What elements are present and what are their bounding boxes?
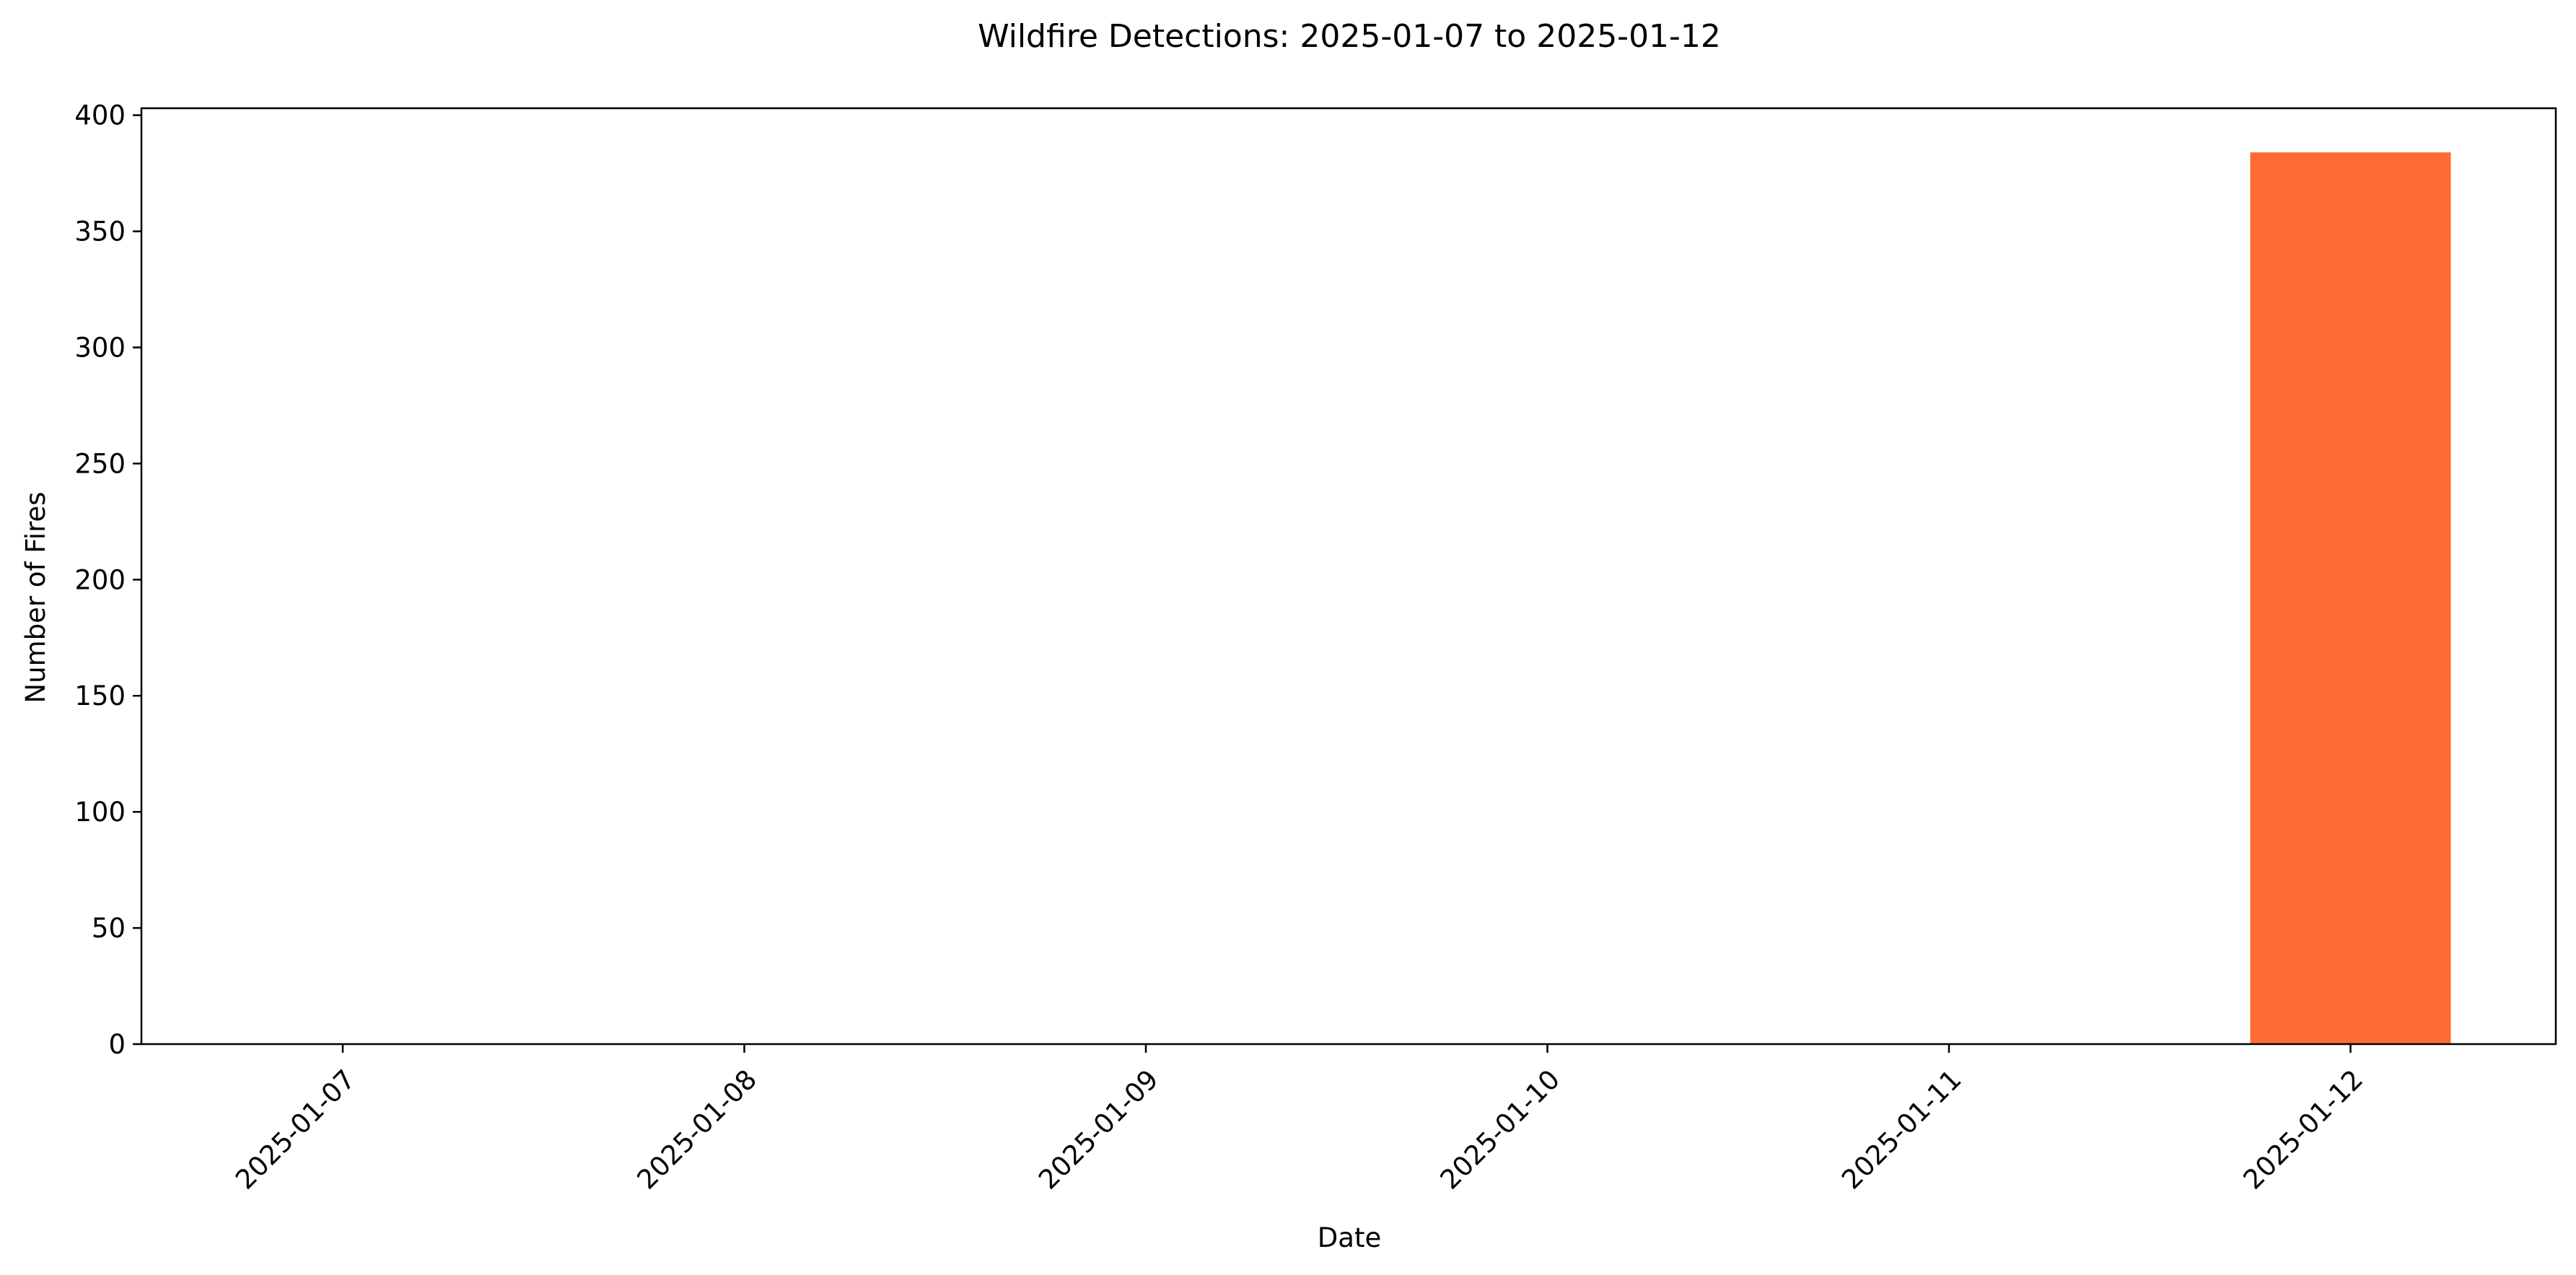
y-tick-label-150: 150 — [74, 680, 126, 711]
y-tick-label-400: 400 — [74, 100, 126, 131]
y-tick-label-300: 300 — [74, 332, 126, 363]
axes-frame — [140, 107, 2557, 1046]
y-axis-label: Number of Fires — [20, 491, 51, 703]
y-tick-label-0: 0 — [108, 1029, 126, 1060]
y-tick-label-50: 50 — [92, 913, 126, 944]
y-tick-label-200: 200 — [74, 564, 126, 595]
y-tick-label-250: 250 — [74, 448, 126, 479]
chart-title: Wildfire Detections: 2025-01-07 to 2025-… — [978, 18, 1721, 55]
bar-2025-01-12 — [2250, 152, 2451, 1044]
x-axis-label: Date — [1318, 1222, 1381, 1253]
y-tick-label-350: 350 — [74, 216, 126, 247]
y-tick-label-100: 100 — [74, 797, 126, 828]
